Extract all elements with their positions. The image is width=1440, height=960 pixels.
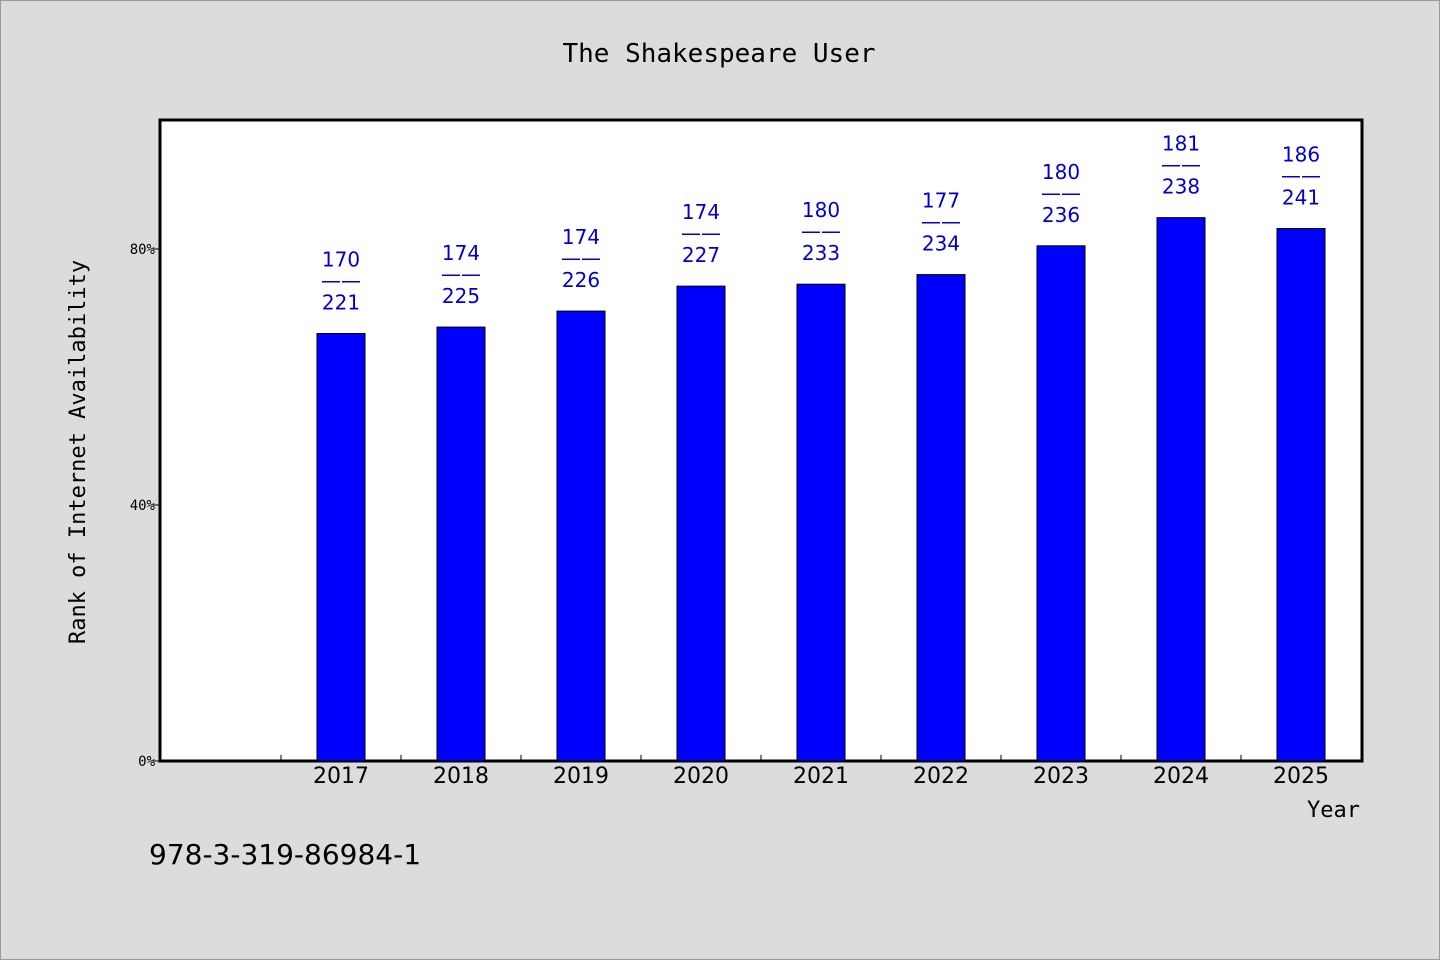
x-tick-label-2024: 2024 — [1153, 764, 1209, 789]
bar-2022 — [916, 274, 966, 762]
bar-label-top-2018: 174 — [442, 241, 480, 265]
bar-label-top-2022: 177 — [922, 189, 960, 213]
bar-2020 — [676, 285, 726, 762]
bar-label-bottom-2019: 226 — [562, 268, 600, 292]
bar-label-top-2017: 170 — [322, 247, 360, 271]
value-labels-layer: 170——221174——225174——226174——227180——233… — [321, 132, 1321, 315]
x-axis: 2017 2018 2019 2020 2021 2022 2023 2024 2025 — [280, 755, 1362, 789]
x-tick-label-2022: 2022 — [913, 764, 969, 789]
bar-label-separator-2020: —— — [681, 221, 721, 245]
bar-2023 — [1036, 245, 1086, 762]
x-tick-label-2023: 2023 — [1033, 764, 1089, 789]
bar-2024 — [1156, 217, 1206, 762]
bar-label-separator-2018: —— — [441, 262, 481, 286]
bar-label-separator-2024: —— — [1161, 153, 1201, 177]
bar-label-bottom-2018: 225 — [442, 284, 480, 308]
bar-label-separator-2025: —— — [1281, 164, 1321, 188]
x-tick-label-2020: 2020 — [673, 764, 729, 789]
y-axis-label: Rank of Internet Availability — [66, 260, 91, 644]
bar-label-separator-2023: —— — [1041, 181, 1081, 205]
x-tick-label-2019: 2019 — [553, 764, 609, 789]
bar-2018 — [436, 326, 486, 762]
x-tick-label-2021: 2021 — [793, 764, 849, 789]
bar-label-bottom-2021: 233 — [802, 241, 840, 265]
bar-label-top-2019: 174 — [562, 225, 600, 249]
x-axis-label: Year — [1307, 798, 1360, 823]
bar-label-separator-2017: —— — [321, 268, 361, 292]
y-axis: 0% 40% 80% — [130, 242, 161, 770]
y-tick-label: 80% — [130, 242, 156, 258]
isbn-footnote: 978-3-319-86984-1 — [149, 838, 421, 871]
bar-label-bottom-2025: 241 — [1282, 186, 1320, 210]
bar-label-top-2023: 180 — [1042, 160, 1080, 184]
y-tick-label: 40% — [130, 498, 156, 514]
x-tick-label-2017: 2017 — [313, 764, 369, 789]
bar-2019 — [556, 310, 606, 762]
bar-2025 — [1276, 228, 1326, 762]
bar-2021 — [796, 283, 846, 762]
bar-label-bottom-2020: 227 — [682, 243, 720, 267]
bar-label-top-2024: 181 — [1162, 132, 1200, 156]
bar-label-separator-2022: —— — [921, 210, 961, 234]
bar-label-bottom-2023: 236 — [1042, 203, 1080, 227]
bar-label-top-2021: 180 — [802, 198, 840, 222]
chart-title: The Shakespeare User — [562, 39, 875, 69]
bar-2017 — [316, 332, 366, 762]
x-tick-label-2018: 2018 — [433, 764, 489, 789]
bar-label-separator-2021: —— — [801, 219, 841, 243]
bar-label-bottom-2022: 234 — [922, 232, 960, 256]
bar-label-bottom-2017: 221 — [322, 290, 360, 314]
bar-label-bottom-2024: 238 — [1162, 175, 1200, 199]
bar-label-separator-2019: —— — [561, 246, 601, 270]
bars-layer — [316, 217, 1326, 762]
x-tick-label-2025: 2025 — [1273, 764, 1329, 789]
bar-label-top-2020: 174 — [682, 200, 720, 224]
bar-label-top-2025: 186 — [1282, 143, 1320, 167]
y-tick-label: 0% — [138, 754, 155, 770]
